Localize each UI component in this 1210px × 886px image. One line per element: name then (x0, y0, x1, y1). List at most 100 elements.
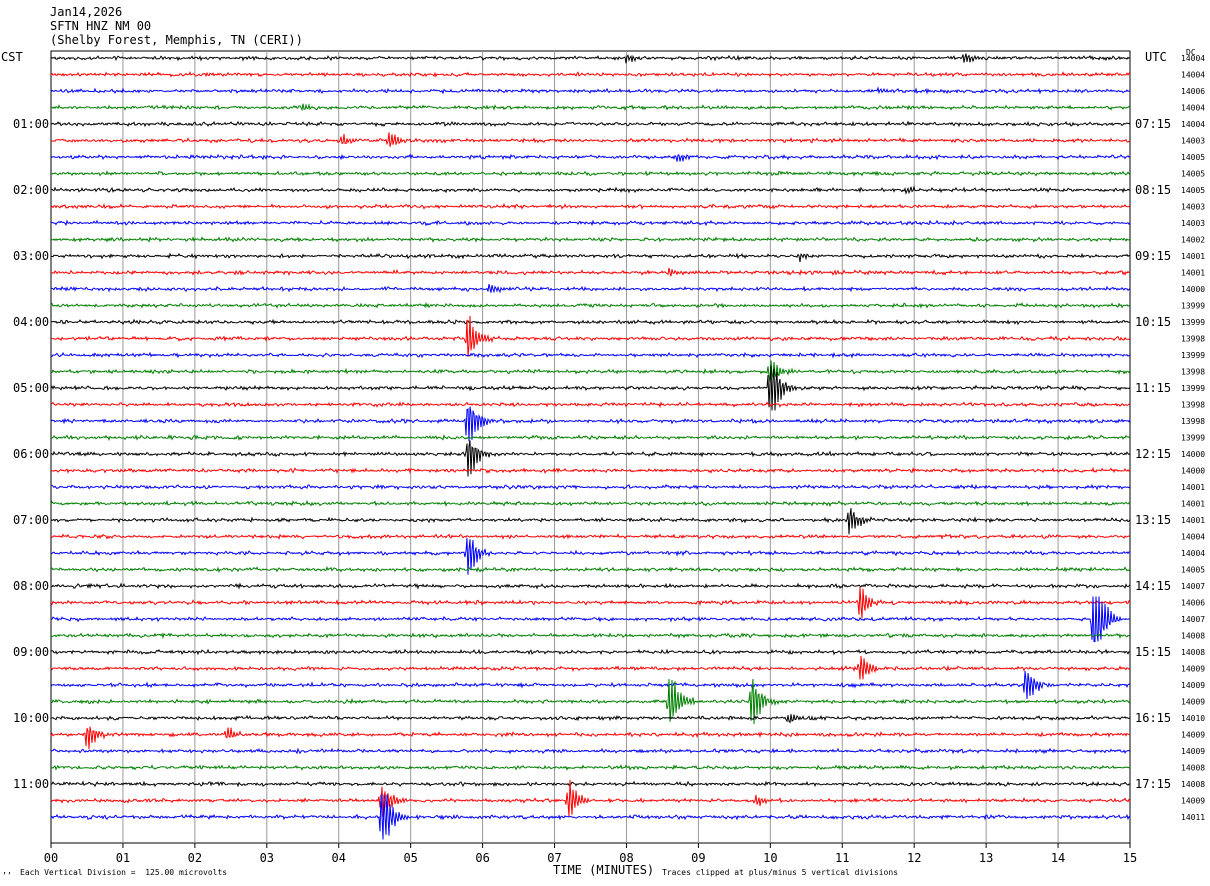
seismic-trace (50, 714, 1131, 724)
left-timezone-label: CST (1, 50, 23, 64)
utc-hour-label: 11:15 (1135, 381, 1171, 395)
seismic-trace (50, 533, 1131, 540)
x-tick-label: 12 (907, 851, 921, 865)
seismic-trace (50, 170, 1131, 177)
dc-value-label: 14005 (1181, 186, 1205, 195)
utc-hour-label: 07:15 (1135, 117, 1171, 131)
dc-value-label: 14002 (1181, 236, 1205, 245)
utc-hour-label: 13:15 (1135, 513, 1171, 527)
dc-value-label: 14009 (1181, 665, 1205, 674)
cst-hour-label: 09:00 (13, 645, 49, 659)
utc-hour-label: 16:15 (1135, 711, 1171, 725)
dc-value-label: 14001 (1181, 516, 1205, 525)
cst-hour-label: 01:00 (13, 117, 49, 131)
dc-value-label: 13999 (1181, 351, 1205, 360)
date-label: Jan14,2026 (50, 5, 123, 19)
seismic-trace (50, 86, 1131, 95)
x-tick-label: 10 (763, 851, 777, 865)
seismic-trace (50, 252, 1131, 263)
plot-frame (50, 50, 1131, 844)
seismic-trace (50, 582, 1131, 590)
seismic-trace (50, 763, 1131, 771)
seismic-trace (50, 401, 1131, 409)
dc-value-label: 14008 (1181, 764, 1205, 773)
right-timezone-label: UTC (1145, 50, 1167, 64)
seismic-trace (50, 794, 1131, 840)
dc-header-label: DC (1186, 48, 1196, 57)
seismic-trace (50, 632, 1131, 640)
x-tick-label: 14 (1051, 851, 1065, 865)
utc-hour-label: 10:15 (1135, 315, 1171, 329)
dc-value-label: 14004 (1181, 549, 1205, 558)
dc-value-label: 14005 (1181, 566, 1205, 575)
dc-value-label: 14011 (1181, 813, 1205, 822)
axis-labels: 00 01 02 03 04 05 06 07 08 09 10 11 12 13 14 15 14004 140… (13, 54, 1205, 865)
seismic-trace (50, 360, 1131, 383)
dc-value-label: 14004 (1181, 71, 1205, 80)
dc-value-label: 13998 (1181, 368, 1205, 377)
dc-value-label: 14001 (1181, 269, 1205, 278)
dc-value-label: 14009 (1181, 797, 1205, 806)
dc-value-label: 13999 (1181, 384, 1205, 393)
seismic-trace (50, 586, 1131, 619)
dc-value-label: 14000 (1181, 450, 1205, 459)
dc-value-label: 14001 (1181, 483, 1205, 492)
scale-note: Each Vertical Division = 125.00 microvol… (20, 868, 228, 877)
seismic-trace (50, 440, 1131, 477)
utc-hour-label: 14:15 (1135, 579, 1171, 593)
dc-value-label: 14008 (1181, 780, 1205, 789)
dc-value-label: 14007 (1181, 582, 1205, 591)
seismic-trace (50, 202, 1131, 210)
utc-hour-label: 09:15 (1135, 249, 1171, 263)
cst-hour-label: 06:00 (13, 447, 49, 461)
seismic-trace (50, 315, 1131, 357)
cst-hour-label: 08:00 (13, 579, 49, 593)
x-tick-label: 02 (188, 851, 202, 865)
dc-value-label: 13999 (1181, 302, 1205, 311)
seismic-trace (50, 648, 1131, 656)
seismic-trace (50, 406, 1131, 442)
x-tick-label: 09 (691, 851, 705, 865)
seismic-trace (50, 655, 1131, 680)
dc-value-label: 13998 (1181, 417, 1205, 426)
station-label: SFTN HNZ NM 00 (50, 19, 152, 33)
seismic-trace (50, 318, 1131, 326)
x-tick-label: 05 (403, 851, 417, 865)
x-axis-title: TIME (MINUTES) (553, 863, 655, 877)
x-tick-label: 08 (619, 851, 633, 865)
cst-hour-label: 07:00 (13, 513, 49, 527)
seismic-trace (50, 566, 1131, 573)
seismic-trace (50, 434, 1131, 442)
seismic-trace (50, 283, 1131, 294)
dc-value-label: 13998 (1181, 401, 1205, 410)
dc-value-label: 14005 (1181, 153, 1205, 162)
dc-value-label: 13999 (1181, 318, 1205, 327)
dc-value-label: 14010 (1181, 714, 1205, 723)
seismic-trace (50, 53, 1131, 64)
dc-value-label: 14006 (1181, 599, 1205, 608)
seismic-trace (50, 538, 1131, 575)
dc-value-label: 13999 (1181, 434, 1205, 443)
x-tick-label: 15 (1123, 851, 1137, 865)
seismic-trace (50, 103, 1131, 112)
seismic-trace (50, 236, 1131, 243)
seismic-trace (50, 132, 1131, 147)
seismic-trace (50, 780, 1131, 788)
dc-value-label: 14003 (1181, 203, 1205, 212)
cst-hour-label: 03:00 (13, 249, 49, 263)
dc-value-label: 14001 (1181, 500, 1205, 509)
dc-value-label: 14004 (1181, 104, 1205, 113)
minute-gridlines (50, 51, 1131, 848)
seismic-trace (50, 267, 1131, 277)
seismic-trace (50, 726, 1131, 750)
cst-hour-label: 05:00 (13, 381, 49, 395)
dc-value-label: 14009 (1181, 731, 1205, 740)
clip-note: Traces clipped at plus/minus 5 vertical … (662, 868, 899, 877)
dc-value-label: 14003 (1181, 137, 1205, 146)
cst-hour-label: 02:00 (13, 183, 49, 197)
dc-value-label: 14004 (1181, 120, 1205, 129)
dc-value-label: 14000 (1181, 467, 1205, 476)
x-tick-label: 13 (979, 851, 993, 865)
seismic-trace (50, 499, 1131, 508)
